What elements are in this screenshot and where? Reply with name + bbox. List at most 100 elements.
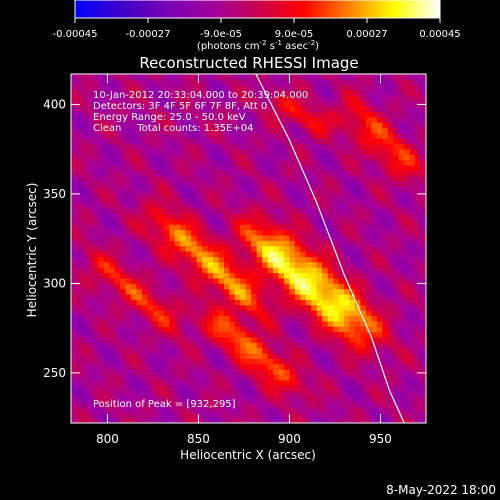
- heatmap-cell: [169, 396, 176, 402]
- heatmap-cell: [300, 326, 307, 333]
- heatmap-cell: [229, 79, 236, 86]
- heatmap-cell: [415, 353, 421, 359]
- heatmap-cell: [415, 315, 421, 322]
- heatmap-cell: [311, 331, 318, 338]
- heatmap-cell: [76, 149, 83, 155]
- heatmap-cell: [338, 218, 345, 225]
- heatmap-cell: [278, 133, 285, 139]
- heatmap-cell: [196, 181, 203, 188]
- heatmap-cell: [213, 390, 219, 397]
- heatmap-cell: [360, 149, 367, 155]
- heatmap-cell: [327, 374, 334, 381]
- heatmap-cell: [202, 111, 208, 118]
- peak-position-text: Position of Peak = [932,295]: [93, 399, 236, 410]
- heatmap-cell: [262, 310, 269, 317]
- heatmap-cell: [163, 208, 170, 214]
- heatmap-cell: [218, 417, 225, 423]
- heatmap-cell: [202, 186, 208, 193]
- heatmap-cell: [191, 315, 198, 322]
- heatmap-cell: [365, 111, 372, 118]
- heatmap-cell: [284, 406, 290, 413]
- heatmap-cell: [223, 331, 230, 338]
- heatmap-cell: [109, 186, 116, 193]
- heatmap-cell: [76, 417, 83, 423]
- heatmap-cell: [393, 417, 400, 423]
- heatmap-cell: [152, 74, 159, 80]
- heatmap-cell: [333, 106, 340, 112]
- heatmap-cell: [376, 202, 383, 209]
- heatmap-cell: [147, 181, 154, 188]
- heatmap-cell: [92, 256, 99, 263]
- heatmap-cell: [278, 385, 285, 392]
- heatmap-cell: [202, 208, 208, 214]
- heatmap-cell: [71, 159, 77, 166]
- heatmap-cell: [196, 251, 203, 257]
- heatmap-cell: [262, 84, 269, 91]
- heatmap-cell: [371, 251, 378, 257]
- heatmap-cell: [333, 417, 340, 423]
- heatmap-cell: [240, 154, 247, 161]
- heatmap-cell: [294, 326, 301, 333]
- heatmap-cell: [240, 353, 247, 359]
- heatmap-cell: [398, 342, 405, 349]
- heatmap-cell: [71, 251, 77, 257]
- heatmap-cell: [163, 159, 170, 166]
- heatmap-cell: [256, 245, 263, 252]
- heatmap-cell: [169, 406, 176, 413]
- heatmap-cell: [142, 363, 148, 370]
- heatmap-cell: [207, 374, 214, 381]
- heatmap-cell: [338, 288, 345, 295]
- heatmap-cell: [284, 353, 290, 359]
- heatmap-cell: [114, 245, 121, 252]
- heatmap-cell: [365, 235, 372, 241]
- heatmap-cell: [76, 154, 83, 161]
- heatmap-cell: [229, 133, 236, 139]
- heatmap-cell: [76, 251, 83, 257]
- heatmap-cell: [169, 95, 176, 102]
- heatmap-cell: [409, 186, 416, 193]
- heatmap-cell: [180, 100, 187, 107]
- heatmap-cell: [415, 288, 421, 295]
- heatmap-cell: [300, 256, 307, 263]
- heatmap-cell: [278, 235, 285, 241]
- heatmap-cell: [333, 208, 340, 214]
- heatmap-cell: [92, 143, 99, 150]
- heatmap-cell: [180, 111, 187, 118]
- heatmap-cell: [223, 267, 230, 274]
- heatmap-cell: [207, 310, 214, 317]
- heatmap-cell: [365, 272, 372, 279]
- heatmap-cell: [202, 133, 208, 139]
- heatmap-cell: [382, 417, 389, 423]
- heatmap-cell: [316, 84, 323, 91]
- heatmap-cell: [316, 192, 323, 198]
- heatmap-cell: [196, 347, 203, 354]
- heatmap-cell: [371, 229, 378, 236]
- heatmap-cell: [163, 181, 170, 188]
- heatmap-cell: [300, 261, 307, 268]
- heatmap-cell: [131, 342, 137, 349]
- heatmap-cell: [415, 417, 421, 423]
- heatmap-cell: [289, 181, 296, 188]
- heatmap-cell: [71, 288, 77, 295]
- heatmap-cell: [81, 267, 88, 274]
- heatmap-cell: [174, 401, 181, 408]
- heatmap-cell: [300, 165, 307, 172]
- heatmap-cell: [245, 347, 252, 354]
- heatmap-cell: [262, 229, 269, 236]
- heatmap-cell: [191, 127, 198, 134]
- heatmap-cell: [142, 245, 148, 252]
- heatmap-cell: [81, 186, 88, 193]
- heatmap-cell: [152, 240, 159, 247]
- heatmap-cell: [333, 90, 340, 96]
- heatmap-cell: [218, 267, 225, 274]
- heatmap-cell: [371, 90, 378, 96]
- heatmap-cell: [98, 127, 105, 134]
- heatmap-cell: [311, 106, 318, 112]
- heatmap-cell: [120, 320, 127, 327]
- heatmap-cell: [142, 374, 148, 381]
- heatmap-cell: [191, 326, 198, 333]
- heatmap-cell: [229, 218, 236, 225]
- heatmap-cell: [294, 353, 301, 359]
- heatmap-cell: [98, 159, 105, 166]
- heatmap-cell: [114, 331, 121, 338]
